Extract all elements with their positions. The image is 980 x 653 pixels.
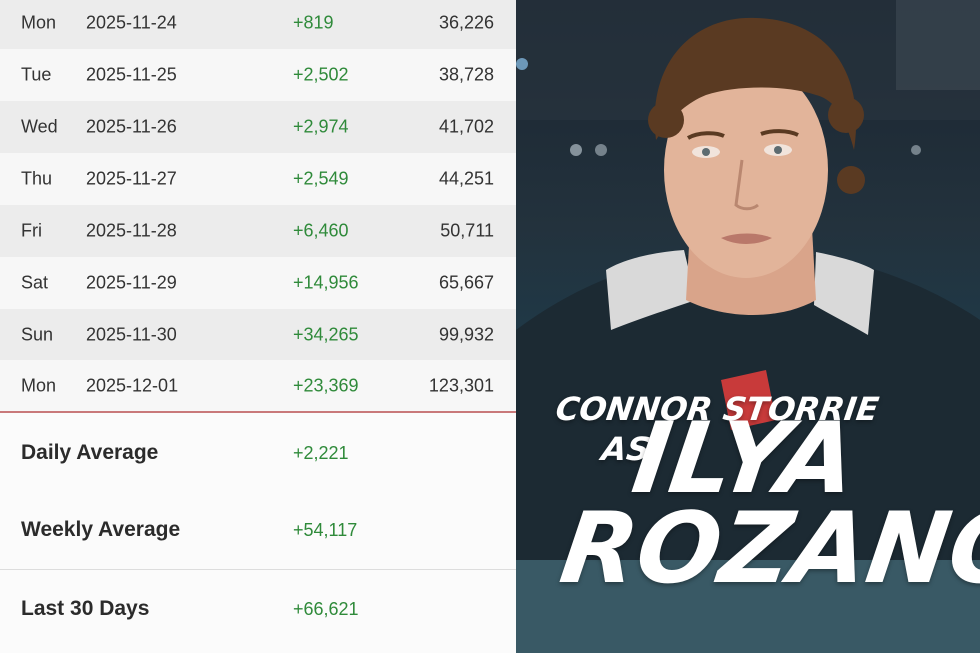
row-change: +2,974 — [293, 116, 349, 137]
row-date: 2025-11-28 — [86, 220, 177, 241]
row-total: 65,667 — [438, 272, 494, 293]
row-total: 123,301 — [428, 375, 494, 396]
row-date: 2025-12-01 — [86, 375, 179, 396]
table-row: Mon 2025-12-01 +23,369 123,301 — [0, 360, 516, 412]
row-date: 2025-11-24 — [86, 12, 177, 33]
row-day: Tue — [21, 64, 52, 85]
stats-table: Mon 2025-11-24 +819 36,226 Tue 2025-11-2… — [0, 0, 516, 653]
weekly-average-value: +54,117 — [293, 520, 358, 540]
row-day: Thu — [21, 168, 53, 189]
poster-character-last: ROZANOV — [553, 492, 980, 606]
row-total: 50,711 — [440, 220, 494, 241]
row-date: 2025-11-29 — [86, 272, 177, 293]
row-total: 99,932 — [438, 324, 494, 345]
daily-average-label: Daily Average — [21, 441, 159, 464]
row-day: Fri — [21, 220, 42, 241]
row-total: 41,702 — [438, 116, 494, 137]
weekly-average-label: Weekly Average — [21, 518, 181, 541]
row-change: +6,460 — [293, 220, 349, 241]
poster-artwork — [516, 0, 980, 653]
row-date: 2025-11-25 — [86, 64, 177, 85]
row-change: +14,956 — [293, 272, 359, 293]
daily-average-value: +2,221 — [293, 443, 349, 463]
row-total: 38,728 — [438, 64, 494, 85]
table-divider — [0, 411, 516, 413]
row-total: 44,251 — [438, 168, 494, 189]
table-row: Fri 2025-11-28 +6,460 50,711 — [0, 205, 516, 257]
summary-divider — [0, 569, 516, 570]
last-30-days-label: Last 30 Days — [21, 597, 150, 620]
row-day: Sun — [21, 324, 54, 345]
row-day: Wed — [21, 116, 58, 137]
row-date: 2025-11-26 — [86, 116, 177, 137]
row-change: +2,502 — [293, 64, 349, 85]
row-change: +34,265 — [293, 324, 359, 345]
row-day: Mon — [21, 12, 57, 33]
row-change: +23,369 — [293, 375, 359, 396]
row-change: +819 — [293, 12, 334, 33]
row-total: 36,226 — [438, 12, 494, 33]
table-row: Mon 2025-11-24 +819 36,226 — [0, 0, 516, 49]
row-date: 2025-11-30 — [86, 324, 177, 345]
row-day: Sat — [21, 272, 49, 293]
table-row: Sat 2025-11-29 +14,956 65,667 — [0, 257, 516, 309]
summary-section: Daily Average +2,221 Weekly Average +54,… — [0, 413, 516, 653]
last-30-days-value: +66,621 — [293, 599, 359, 619]
row-change: +2,549 — [293, 168, 349, 189]
promo-poster: CONNOR STORRIE AS ILYA ROZANOV — [516, 0, 980, 653]
table-row: Tue 2025-11-25 +2,502 38,728 — [0, 49, 516, 101]
table-row: Sun 2025-11-30 +34,265 99,932 — [0, 309, 516, 361]
row-day: Mon — [21, 375, 57, 396]
table-row: Wed 2025-11-26 +2,974 41,702 — [0, 101, 516, 153]
row-date: 2025-11-27 — [86, 168, 177, 189]
table-row: Thu 2025-11-27 +2,549 44,251 — [0, 153, 516, 205]
